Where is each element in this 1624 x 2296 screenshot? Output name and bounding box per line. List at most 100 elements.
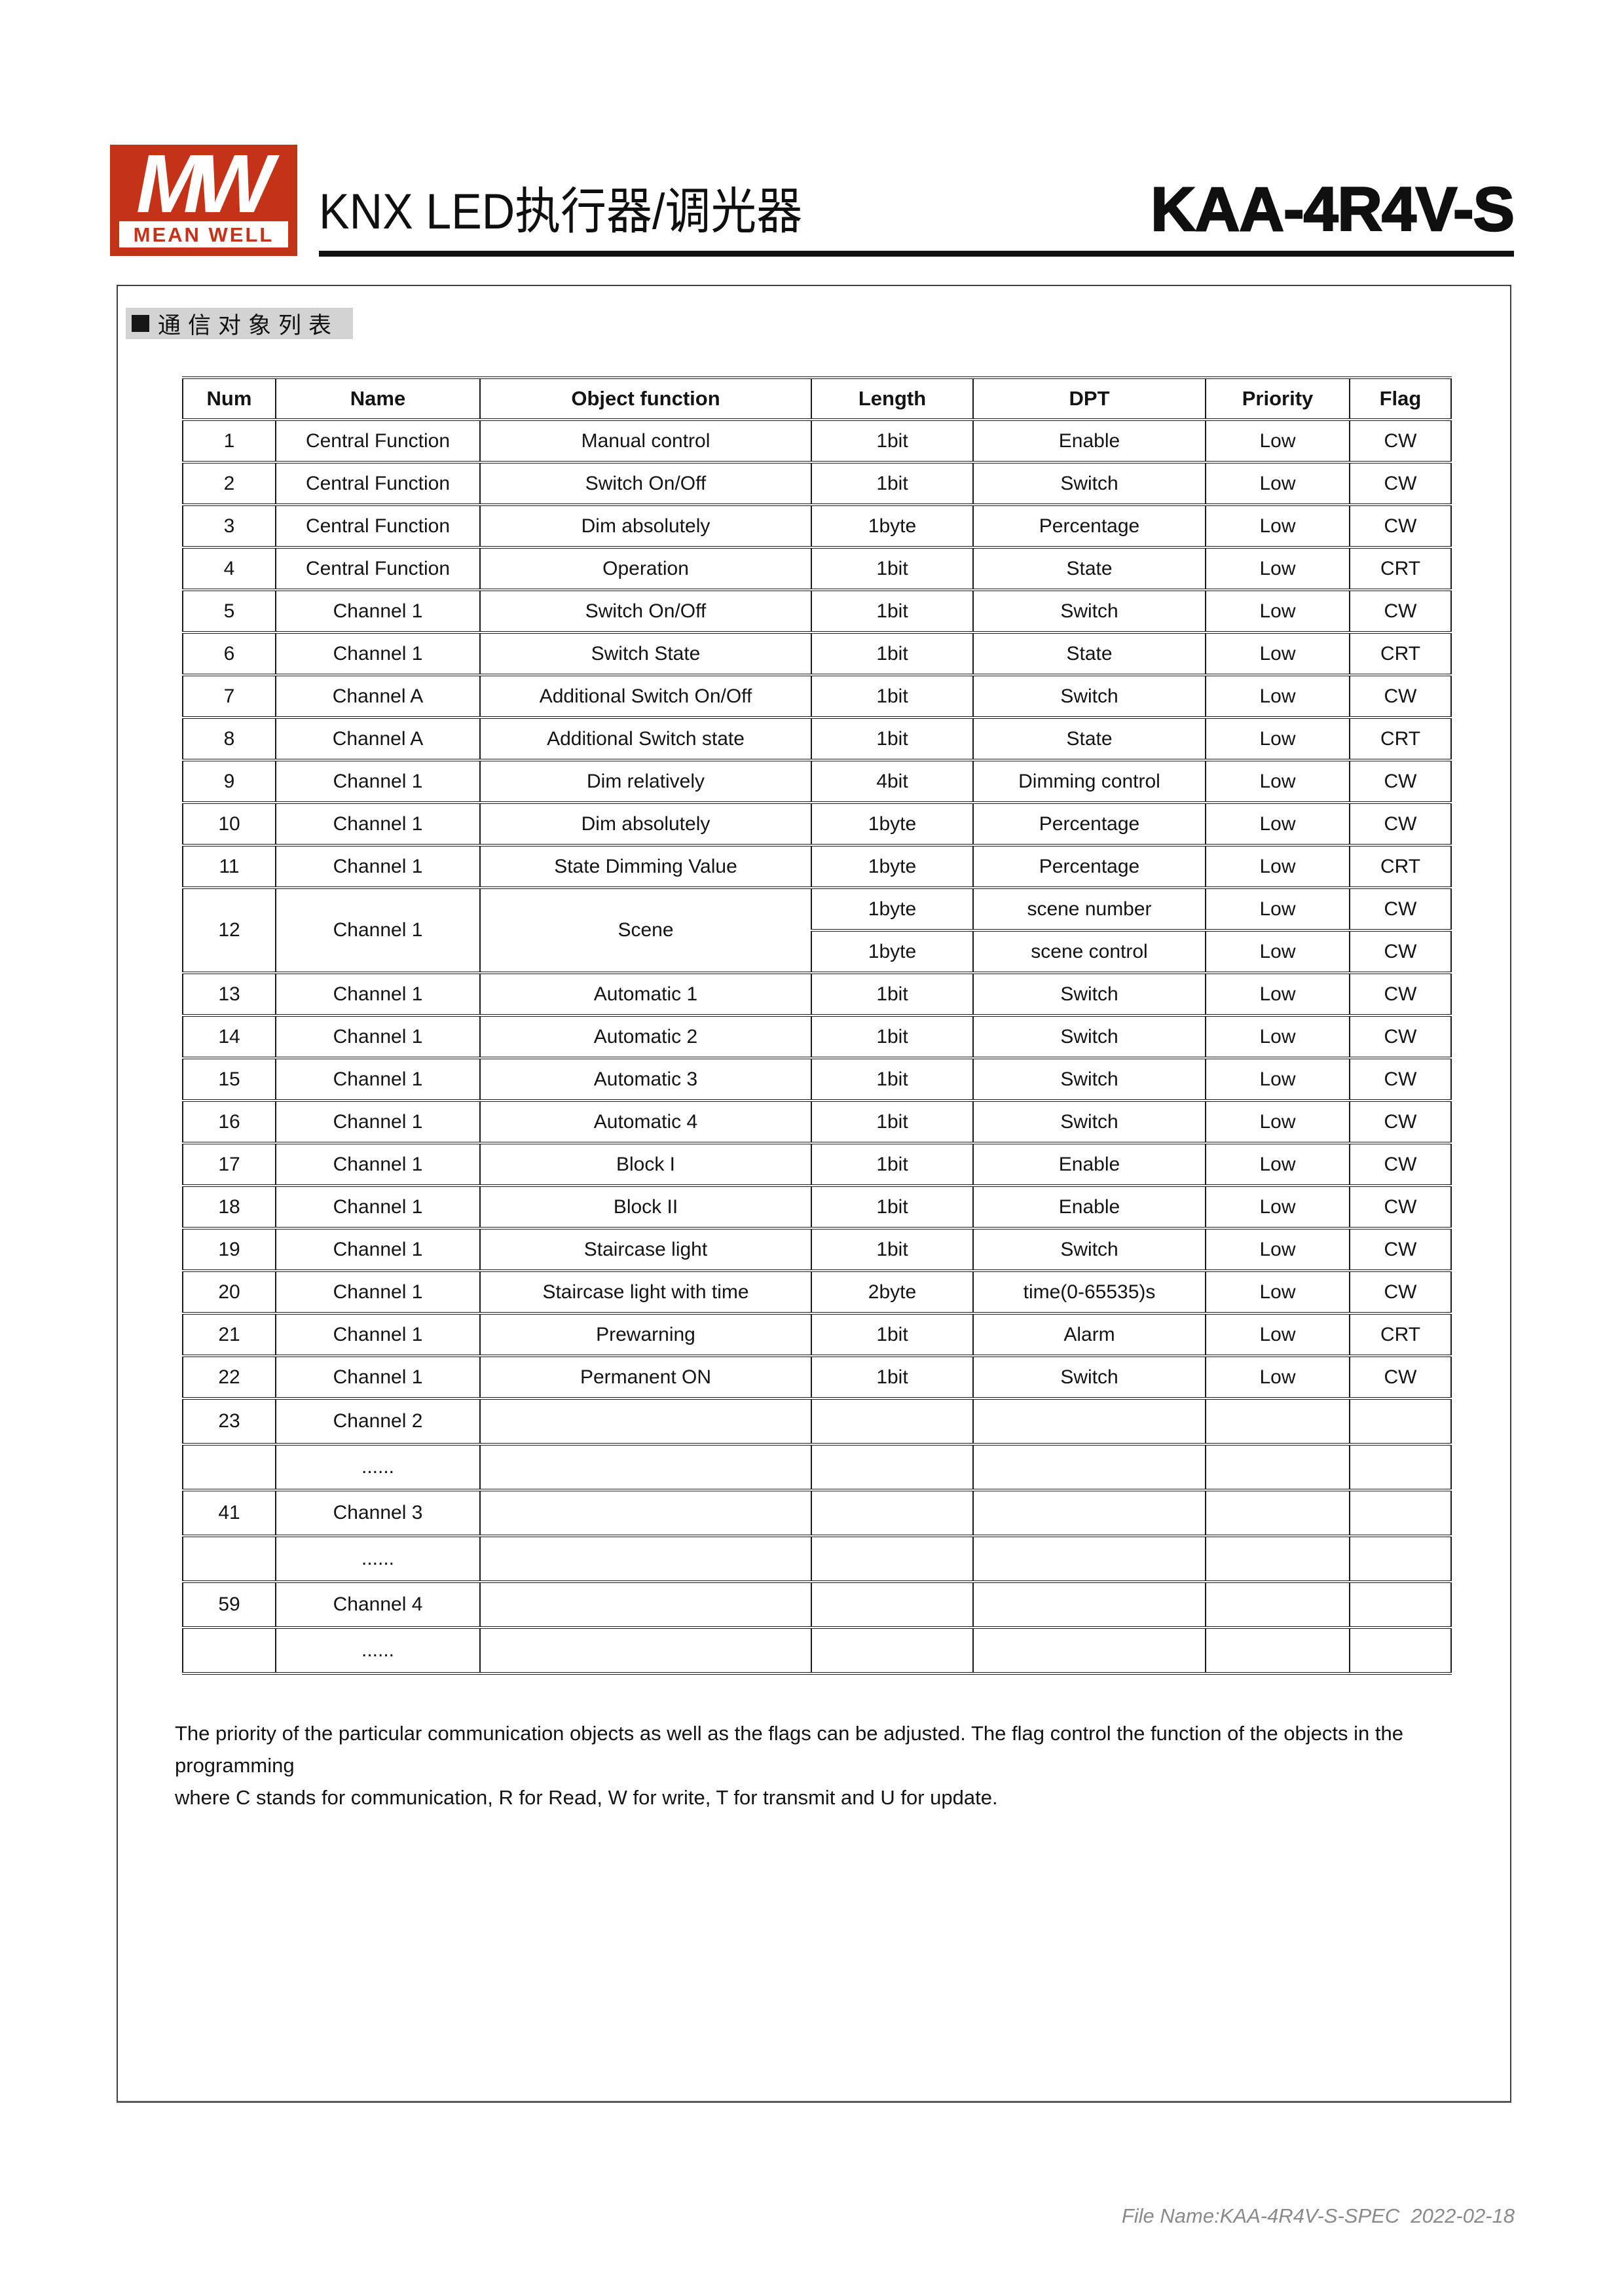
cell-num: 22 [182,1355,276,1400]
section-header: 通信对象列表 [126,308,354,339]
cell-priority [1205,1626,1350,1675]
cell-num: 17 [182,1142,276,1187]
cell-length: 1byte [811,503,974,549]
cell-dpt: Percentage [972,844,1206,889]
cell-name: Channel 1 [275,1355,481,1400]
cell-priority: Low [1205,1099,1350,1144]
cell-dpt: Switch [972,972,1206,1017]
column-header-num: Num [182,376,276,421]
cell-length [811,1580,974,1629]
cell-priority: Low [1205,1355,1350,1400]
cell-object-function: Dim absolutely [479,801,812,847]
cell-dpt: Switch [972,1099,1206,1144]
table-row: 22 Channel 1 Permanent ON 1bit Switch Low CW [182,1355,1452,1400]
table-row: 4 Central Function Operation 1bit State Low CR… [182,546,1452,591]
table-row: 16 Channel 1 Automatic 4 1bit Switch Low CW [182,1099,1452,1144]
table-row: 11 Channel 1 State Dimming Value 1byte Perce… [182,844,1452,889]
cell-priority: Low [1205,1227,1350,1272]
cell-dpt: Switch [972,1355,1206,1400]
cell-flag: CW [1349,801,1452,847]
cell-priority: Low [1205,716,1350,761]
cell-length: 1byte [811,801,974,847]
cell-dpt: Dimming control [972,759,1206,804]
cell-flag: CW [1349,418,1452,464]
cell-dpt: Switch [972,589,1206,634]
cell-priority: Low [1205,503,1350,549]
cell-dpt: State [972,546,1206,591]
column-header-name: Name [275,376,481,421]
cell-priority [1205,1397,1350,1446]
cell-length: 1byte [811,844,974,889]
table-row: 23 Channel 2 [182,1397,1452,1446]
table-row: 18 Channel 1 Block II 1bit Enable Low CW [182,1184,1452,1230]
cell-length: 1byte [811,929,974,974]
cell-priority: Low [1205,1184,1350,1230]
cell-flag: CRT [1349,844,1452,889]
table-row: ...... [182,1535,1452,1583]
cell-priority: Low [1205,1312,1350,1357]
cell-name: Channel 1 [275,1269,481,1315]
table-row: 2 Central Function Switch On/Off 1bit Switch… [182,461,1452,506]
cell-num: 2 [182,461,276,506]
cell-num [182,1626,276,1675]
cell-num: 5 [182,589,276,634]
cell-length: 1bit [811,1355,974,1400]
cell-object-function: Block II [479,1184,812,1230]
cell-name: Channel 1 [275,759,481,804]
cell-priority: Low [1205,589,1350,634]
cell-name: Central Function [275,503,481,549]
table-row: 14 Channel 1 Automatic 2 1bit Switch Low CW [182,1014,1452,1059]
cell-flag [1349,1535,1452,1583]
cell-object-function: Switch On/Off [479,461,812,506]
cell-priority: Low [1205,759,1350,804]
cell-num: 21 [182,1312,276,1357]
cell-flag: CW [1349,1355,1452,1400]
column-header-flag: Flag [1349,376,1452,421]
cell-length: 1bit [811,589,974,634]
cell-length: 1bit [811,546,974,591]
cell-flag: CW [1349,1227,1452,1272]
mw-monogram: MW [136,137,274,230]
cell-flag: CRT [1349,546,1452,591]
cell-object-function: Staircase light [479,1227,812,1272]
cell-object-function: Prewarning [479,1312,812,1357]
file-name-footer: File Name:KAA-4R4V-S-SPEC 2022-02-18 [1121,2204,1515,2227]
cell-object-function [479,1489,812,1537]
cell-length: 1bit [811,1312,974,1357]
cell-num: 13 [182,972,276,1017]
cell-object-function [479,1535,812,1583]
table-row: 13 Channel 1 Automatic 1 1bit Switch Low CW [182,972,1452,1017]
cell-num: 19 [182,1227,276,1272]
cell-name: Central Function [275,461,481,506]
cell-priority [1205,1580,1350,1629]
table-row: 8 Channel A Additional Switch state 1bit Sta… [182,716,1452,761]
cell-dpt: time(0-65535)s [972,1269,1206,1315]
cell-object-function: Manual control [479,418,812,464]
cell-object-function: Operation [479,546,812,591]
title-underline [319,251,1514,257]
cell-name: Channel 1 [275,589,481,634]
cell-object-function: State Dimming Value [479,844,812,889]
cell-num: 23 [182,1397,276,1446]
cell-name: Channel 1 [275,1014,481,1059]
cell-num [182,1535,276,1583]
cell-priority: Low [1205,1057,1350,1102]
cell-num: 59 [182,1580,276,1629]
cell-num: 3 [182,503,276,549]
cell-priority: Low [1205,972,1350,1017]
section-title: 通信对象列表 [158,312,339,338]
cell-flag: CW [1349,1142,1452,1187]
cell-object-function: Automatic 1 [479,972,812,1017]
cell-object-function: Automatic 2 [479,1014,812,1059]
cell-flag: CRT [1349,716,1452,761]
cell-object-function: Permanent ON [479,1355,812,1400]
cell-dpt: State [972,631,1206,676]
cell-flag: CW [1349,1099,1452,1144]
cell-flag [1349,1443,1452,1491]
table-row: 19 Channel 1 Staircase light 1bit Switch Low C… [182,1227,1452,1272]
cell-object-function: Scene [479,886,812,974]
cell-name: Channel 1 [275,886,481,974]
cell-num: 8 [182,716,276,761]
cell-flag [1349,1580,1452,1629]
table-row: ...... [182,1443,1452,1491]
